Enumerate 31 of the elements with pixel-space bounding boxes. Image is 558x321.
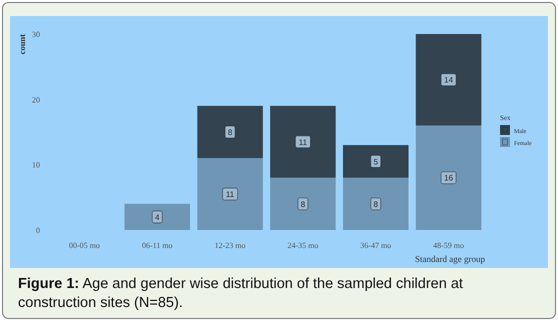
x-axis-title: Standard age group <box>415 254 486 264</box>
data-label: 8 <box>300 200 306 209</box>
bar <box>124 204 190 230</box>
x-tick-label: 06-11 mo <box>142 241 173 250</box>
data-label: 5 <box>374 157 379 166</box>
bar <box>270 106 336 178</box>
x-tick-label: 48-59 mo <box>433 241 464 250</box>
bar <box>197 158 263 230</box>
y-axis-title: count <box>17 34 27 54</box>
data-label: 4 <box>155 212 160 222</box>
bar <box>416 125 482 230</box>
data-label: 14 <box>444 76 454 85</box>
bar <box>270 178 336 230</box>
x-tick-label: 00-05 mo <box>68 241 100 250</box>
x-tick-label: 24-35 mo <box>287 241 318 250</box>
y-tick-label: 10 <box>32 160 40 170</box>
bar <box>342 178 409 230</box>
y-tick-label: 30 <box>32 30 40 39</box>
data-label: 8 <box>374 200 379 209</box>
y-tick-label: 0 <box>36 226 40 235</box>
x-tick-label: 12-23 mo <box>214 241 246 250</box>
data-label: 11 <box>226 190 235 200</box>
data-label: 16 <box>444 174 454 183</box>
y-tick-label: 20 <box>32 95 40 104</box>
caption: Figure 1: Age and gender wise distribution of the sampled children at construction sites (N=85). <box>18 276 463 311</box>
data-label: 8 <box>228 128 233 137</box>
bar <box>197 106 263 158</box>
bar <box>416 34 482 126</box>
data-label: 11 <box>298 138 308 147</box>
x-tick-label: 36-47 mo <box>360 241 392 250</box>
bar <box>342 145 409 178</box>
